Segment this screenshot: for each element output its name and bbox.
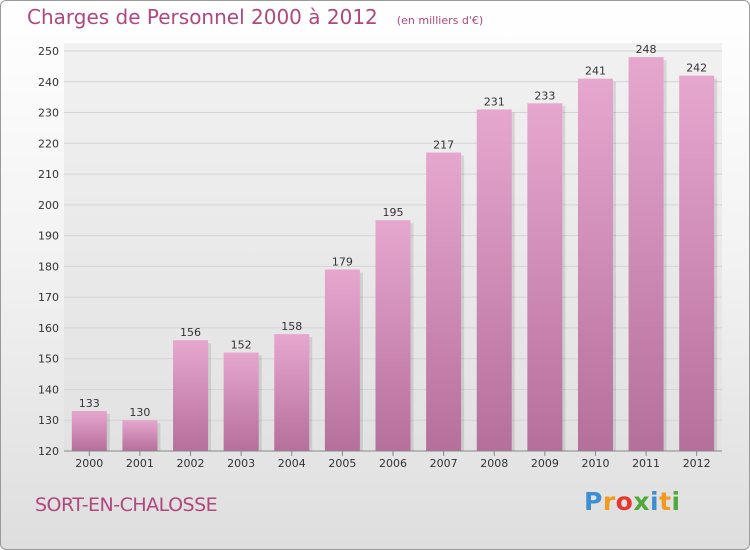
logo-letter: o — [615, 487, 634, 516]
data-label: 242 — [686, 62, 707, 75]
data-label: 158 — [281, 320, 302, 333]
data-label: 133 — [79, 397, 100, 410]
logo-letter: r — [602, 487, 616, 516]
place-name: SORT-EN-CHALOSSE — [35, 494, 218, 516]
x-tick-label: 2009 — [531, 457, 559, 470]
x-tick-label: 2006 — [379, 457, 407, 470]
data-label: 195 — [383, 206, 404, 219]
chart-title: Charges de Personnel 2000 à 2012 — [27, 5, 378, 29]
x-axis-ticks: 2000 2001 2002 2003 2004 2005 2006 2007 2008 2009… — [64, 450, 722, 470]
y-tick-label: 160 — [38, 322, 59, 335]
logo-letter: x — [633, 487, 650, 516]
bar-2004 — [274, 334, 310, 451]
y-tick-label: 130 — [38, 414, 59, 427]
data-label: 248 — [636, 43, 657, 56]
x-tick-label: 2011 — [632, 457, 660, 470]
x-tick-label: 2012 — [683, 457, 711, 470]
bars — [71, 57, 718, 452]
logo-letter: P — [584, 487, 603, 516]
y-tick-label: 180 — [38, 260, 59, 273]
bar-2008 — [476, 109, 512, 451]
data-label: 130 — [129, 406, 150, 419]
y-tick-label: 200 — [38, 199, 59, 212]
y-tick-label: 210 — [38, 168, 59, 181]
data-label: 179 — [332, 255, 353, 268]
y-tick-label: 190 — [38, 230, 59, 243]
bar-2010 — [577, 78, 613, 451]
y-tick-label: 250 — [38, 45, 59, 58]
x-tick-label: 2010 — [581, 457, 609, 470]
logo-letter: t — [659, 487, 672, 516]
x-tick-label: 2004 — [278, 457, 306, 470]
x-tick-label: 2008 — [480, 457, 508, 470]
data-label: 231 — [484, 95, 505, 108]
x-tick-label: 2001 — [126, 457, 154, 470]
logo-letter: i — [671, 487, 681, 516]
y-tick-label: 140 — [38, 383, 59, 396]
logo-letter: i — [650, 487, 660, 516]
y-tick-label: 240 — [38, 76, 59, 89]
x-tick-label: 2007 — [430, 457, 458, 470]
bar-2006 — [375, 220, 411, 451]
bar-2007 — [426, 152, 462, 452]
data-label: 217 — [433, 139, 454, 152]
y-tick-label: 230 — [38, 107, 59, 120]
x-tick-label: 2003 — [227, 457, 255, 470]
data-label: 156 — [180, 326, 201, 339]
bar-2005 — [324, 269, 360, 451]
y-tick-label: 170 — [38, 291, 59, 304]
x-tick-label: 2002 — [177, 457, 205, 470]
bar-2012 — [679, 75, 715, 451]
x-tick-label: 2000 — [75, 457, 103, 470]
bar-2001 — [122, 420, 158, 451]
bar-2002 — [173, 340, 209, 451]
data-label: 241 — [585, 65, 606, 78]
data-label: 233 — [534, 89, 555, 102]
y-tick-label: 120 — [38, 445, 59, 458]
proxiti-logo: Proxiti — [584, 487, 681, 516]
bar-2000 — [71, 411, 107, 451]
unit-note: (en milliers d'€) — [396, 14, 484, 27]
title-row: Charges de Personnel 2000 à 2012 (en mil… — [27, 5, 483, 29]
data-labels: 133 130 156 152 158 179 195 217 231 233 241 248 242 — [79, 43, 707, 419]
data-label: 152 — [231, 339, 252, 352]
x-tick-label: 2005 — [328, 457, 356, 470]
bar-2009 — [527, 103, 563, 452]
y-tick-label: 150 — [38, 353, 59, 366]
y-axis-ticks: 120 130 140 150 160 170 180 190 200 210 220 230 240 2… — [38, 45, 59, 458]
bar-2003 — [223, 352, 259, 451]
y-tick-label: 220 — [38, 137, 59, 150]
bar-2011 — [628, 57, 664, 452]
